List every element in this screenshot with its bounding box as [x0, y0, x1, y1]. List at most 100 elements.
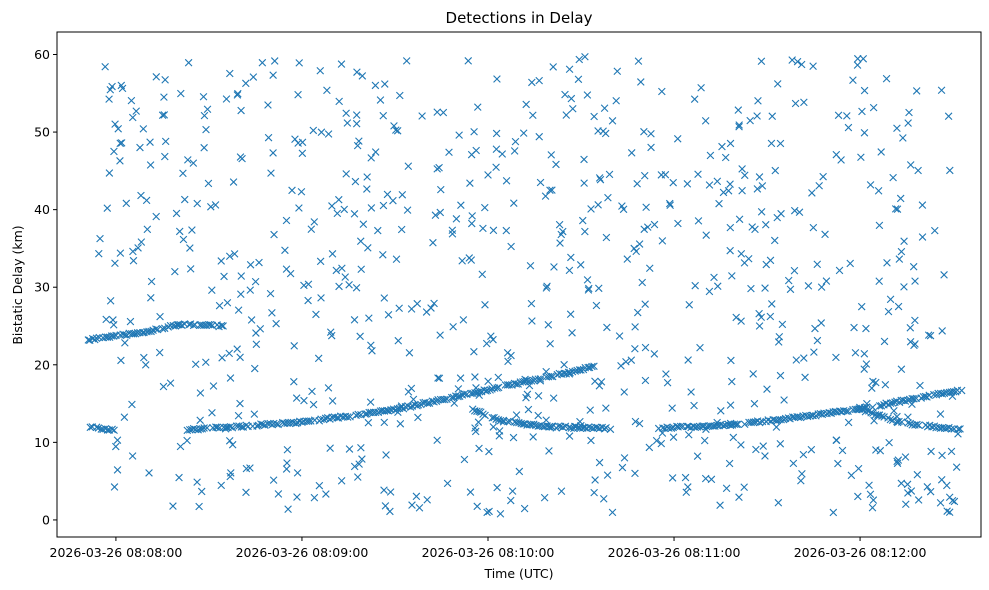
detection-point: [603, 323, 611, 332]
detection-point: [536, 377, 545, 385]
detection-point: [786, 285, 795, 294]
detection-point: [528, 78, 536, 87]
detection-point: [522, 100, 530, 109]
detection-point: [758, 417, 767, 426]
detection-point: [357, 265, 366, 274]
detection-point: [466, 179, 474, 187]
detection-point: [726, 223, 735, 232]
detection-point: [359, 220, 368, 229]
detection-point: [193, 478, 201, 486]
detection-point: [875, 277, 883, 285]
detection-point: [737, 249, 746, 258]
detection-point: [740, 171, 749, 180]
detection-point: [467, 219, 476, 228]
detection-point: [540, 493, 549, 502]
detection-point: [405, 348, 414, 357]
detection-point: [673, 135, 682, 143]
detection-point: [777, 415, 785, 424]
detection-point: [790, 206, 799, 215]
detection-point: [904, 119, 912, 127]
detection-point: [546, 339, 554, 348]
detection-point: [510, 199, 518, 207]
detection-point: [110, 426, 118, 435]
detection-point: [508, 487, 517, 495]
detection-point: [503, 349, 512, 357]
detection-point: [146, 138, 154, 146]
detection-point: [868, 384, 876, 392]
detection-point: [487, 332, 495, 340]
detection-point: [489, 335, 497, 344]
detection-point: [304, 417, 313, 425]
detection-point: [120, 413, 129, 421]
detection-point: [213, 423, 222, 432]
detection-point: [608, 508, 617, 517]
detection-point: [882, 74, 891, 83]
detection-point: [583, 91, 592, 99]
detection-point: [869, 496, 878, 504]
detection-point: [433, 108, 441, 116]
detection-point: [505, 381, 514, 389]
detection-point: [506, 496, 515, 505]
detection-point: [159, 382, 168, 391]
detection-point: [203, 105, 212, 114]
detection-point: [658, 87, 666, 96]
detection-point: [237, 423, 246, 431]
detection-point: [177, 89, 185, 98]
detection-point: [203, 424, 211, 432]
detection-point: [221, 425, 230, 433]
detection-point: [121, 339, 129, 347]
detection-point: [246, 261, 255, 269]
detection-point: [885, 438, 893, 447]
detection-point: [749, 418, 758, 426]
detection-point: [452, 215, 461, 223]
detection-point: [374, 408, 383, 417]
detection-point: [904, 413, 912, 421]
detection-point: [366, 398, 375, 406]
detection-point: [937, 475, 946, 484]
detection-point: [835, 266, 844, 275]
detection-point: [560, 360, 568, 369]
detection-point: [854, 464, 863, 473]
detection-point: [364, 244, 372, 252]
detection-point: [449, 322, 457, 331]
detection-point: [753, 185, 762, 193]
detection-point: [574, 75, 583, 84]
detection-point: [507, 242, 515, 251]
detection-point: [732, 313, 740, 322]
detection-point: [528, 317, 536, 325]
detection-point: [567, 253, 575, 262]
detection-point: [171, 267, 179, 276]
detection-point: [860, 86, 869, 95]
detection-point: [208, 408, 216, 417]
detection-point: [128, 113, 137, 122]
detection-point: [293, 493, 301, 501]
detection-point: [493, 384, 501, 392]
detection-point: [472, 384, 480, 392]
detection-point: [258, 58, 267, 67]
detection-point: [392, 255, 401, 263]
detection-point: [512, 380, 521, 388]
detection-point: [713, 282, 722, 290]
detection-point: [447, 393, 456, 402]
detection-point: [759, 442, 768, 450]
detection-point: [663, 378, 672, 387]
detection-point: [669, 178, 678, 187]
detection-point: [86, 423, 95, 432]
detection-point: [503, 417, 512, 426]
detection-point: [585, 284, 593, 293]
detection-point: [342, 109, 350, 118]
detection-point: [640, 127, 648, 136]
detection-point: [379, 111, 388, 120]
detection-point: [627, 149, 636, 157]
detection-point: [356, 332, 364, 341]
detection-point: [907, 487, 916, 495]
detection-point: [893, 205, 902, 213]
detection-point: [308, 387, 316, 396]
detection-point: [548, 186, 556, 194]
detection-point: [355, 137, 363, 145]
detection-point: [95, 249, 103, 258]
detection-point: [780, 396, 788, 404]
detection-point: [900, 237, 908, 246]
detection-point: [297, 187, 306, 196]
